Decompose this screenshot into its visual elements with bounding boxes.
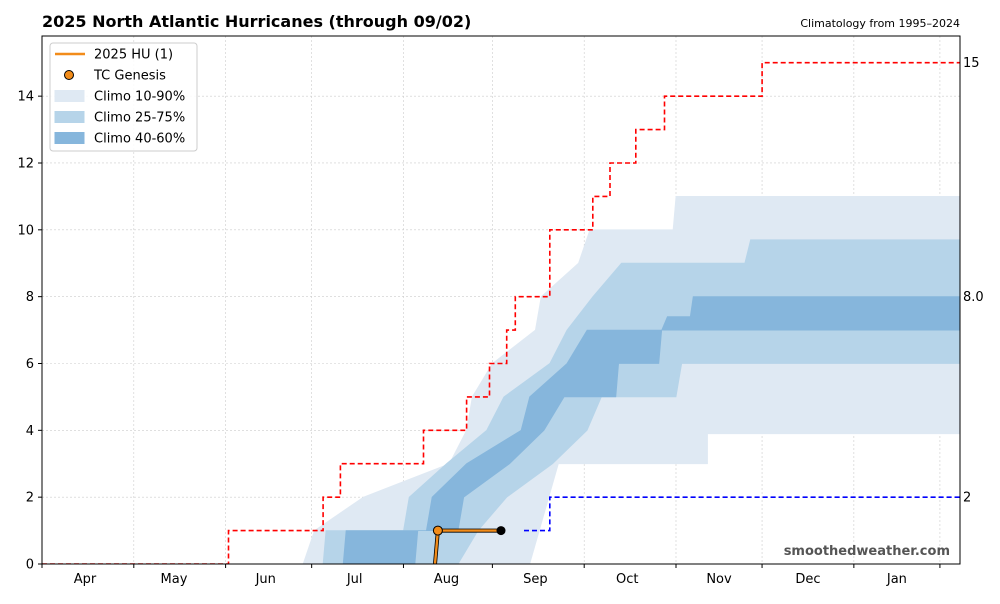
legend-label: Climo 10-90% <box>94 90 185 105</box>
x-month-label: Oct <box>616 572 638 587</box>
plot-series-group <box>42 61 960 564</box>
right-value-label: 15 <box>963 56 980 71</box>
reference-line-1 <box>42 61 960 564</box>
legend-label: 2025 HU (1) <box>94 48 173 63</box>
legend-label: Climo 40-60% <box>94 132 185 147</box>
x-month-label: Aug <box>434 572 459 587</box>
y-tick-label: 2 <box>26 491 34 506</box>
x-month-label: Apr <box>74 572 97 587</box>
plot-area: 0 2 4 6 8 10 12 14 Apr May Jun Jul Aug Sep Oct Nov Dec Ja… <box>17 35 984 587</box>
legend: 2025 HU (1) TC Genesis Climo 10-90% Climo 2… <box>49 42 198 152</box>
legend-swatch-band <box>54 90 85 102</box>
x-month-label: Sep <box>523 572 548 587</box>
right-value-label: 8.0 <box>963 290 984 305</box>
x-month-label: Jul <box>346 572 363 587</box>
x-month-label: Nov <box>706 572 732 587</box>
legend-label: TC Genesis <box>93 69 166 84</box>
genesis-point <box>432 525 443 536</box>
y-tick-label: 4 <box>26 424 34 439</box>
legend-swatch-band <box>54 111 85 123</box>
x-month-label: Dec <box>795 572 820 587</box>
y-tick-label: 6 <box>26 357 34 372</box>
legend-swatch-marker <box>64 70 74 80</box>
x-month-label: May <box>161 572 188 587</box>
reference-line-2 <box>524 496 960 532</box>
chart-subtitle: Climatology from 1995–2024 <box>800 17 960 30</box>
x-month-label: Jan <box>886 572 907 587</box>
chart-title: 2025 North Atlantic Hurricanes (through … <box>42 12 471 31</box>
right-value-label: 2 <box>963 491 971 506</box>
y-tick-label: 8 <box>26 290 34 305</box>
legend-swatch-band <box>54 132 85 144</box>
y-tick-label: 0 <box>26 558 34 573</box>
y-tick-label: 14 <box>17 90 34 105</box>
y-tick-label: 10 <box>17 223 34 238</box>
watermark-text: smoothedweather.com <box>784 544 950 559</box>
legend-box <box>49 42 198 152</box>
x-month-label: Jun <box>255 572 276 587</box>
y-tick-label: 12 <box>17 156 34 171</box>
current-point <box>496 526 506 536</box>
legend-label: Climo 25-75% <box>94 111 185 126</box>
plot-frame <box>41 35 961 565</box>
band-climo-40-60- <box>342 296 960 564</box>
